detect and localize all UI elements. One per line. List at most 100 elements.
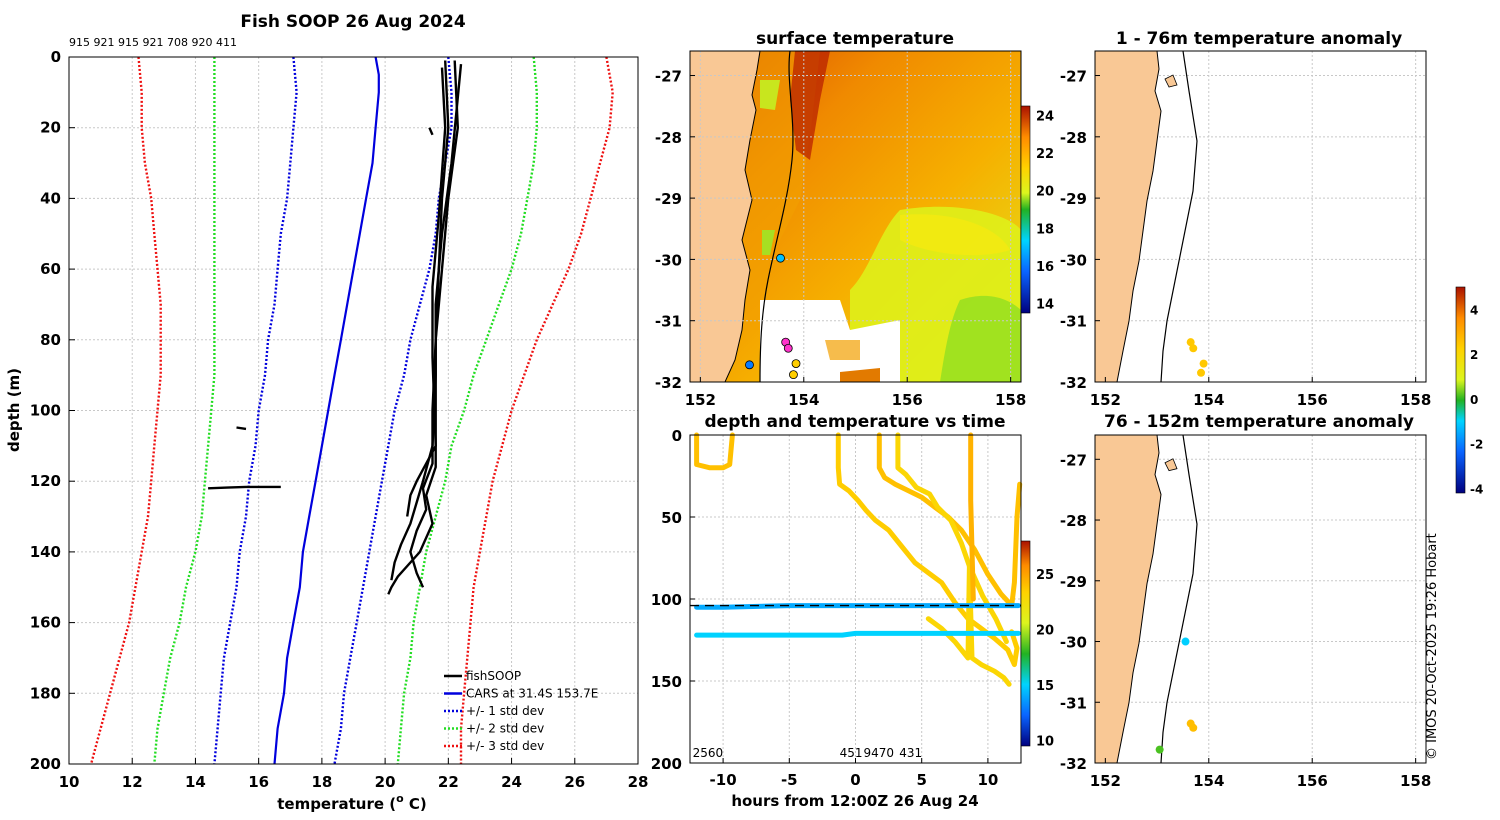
- profile-xlabel: temperature (o C): [277, 792, 427, 813]
- profile-ytick-label: 140: [30, 543, 61, 561]
- anom1-axes-frame: [1094, 50, 1427, 383]
- profile-series-fishsoop: [390, 63, 463, 581]
- time-xtick-label: 5: [916, 771, 926, 789]
- profile-series-cars-at-31-4s-153-7e: [273, 56, 380, 765]
- anomaly-colorbar-label: 0: [1470, 393, 1478, 407]
- legend-label: +/- 2 std dev: [466, 722, 544, 736]
- profile-xtick-label: 20: [375, 773, 396, 791]
- time-xlabel: hours from 12:00Z 26 Aug 24: [731, 792, 978, 810]
- profile-ytick-label: 0: [51, 48, 61, 66]
- profile-legend: fishSOOP CARS at 31.4S 153.7E +/- 1 std de…: [444, 669, 598, 753]
- profile-series--3-std-dev: [459, 56, 614, 764]
- anomaly-observation-point: [1186, 338, 1195, 347]
- profile-xtick-label: 18: [311, 773, 332, 791]
- anom1-ytick-label: -32: [1060, 374, 1087, 392]
- anomaly-map-island: [1164, 458, 1178, 472]
- sst-ytick-label: -28: [655, 129, 682, 147]
- anom2-xtick-label: 156: [1297, 772, 1328, 790]
- anomaly-map-island: [1164, 74, 1178, 88]
- profile-series--1-std-dev: [213, 56, 298, 765]
- profile-ytick-label: 180: [30, 684, 61, 702]
- anom2-xtick-label: 158: [1400, 772, 1431, 790]
- anomaly-map-land: [1094, 434, 1162, 764]
- profile-xtick-label: 10: [59, 773, 80, 791]
- sst-ytick-label: -31: [655, 313, 682, 331]
- anomaly-colorbar-label: 2: [1470, 348, 1478, 362]
- profile-ytick-label: 120: [30, 472, 61, 490]
- anom2-ytick-label: -27: [1060, 451, 1087, 469]
- profile-xtick-label: 26: [564, 773, 585, 791]
- sst-xtick-label: 158: [995, 391, 1026, 409]
- time-xtick-label: -10: [710, 771, 737, 789]
- anomaly-observation-point: [1199, 359, 1208, 368]
- anom2-ytick-label: -32: [1060, 755, 1087, 773]
- anomaly-observation-point: [1181, 637, 1190, 646]
- anom2-panel: 76 - 152m temperature anomaly 152 154 156 1…: [1060, 412, 1431, 790]
- profile-ytick-label: 160: [30, 614, 61, 632]
- profile-ytick-label: 60: [40, 260, 61, 278]
- sst-xtick-label: 156: [892, 391, 923, 409]
- sst-ytick-label: -29: [655, 190, 682, 208]
- profile-xtick-label: 12: [122, 773, 143, 791]
- sst-observation-point: [791, 359, 801, 369]
- profile-xtick-label: 28: [628, 773, 649, 791]
- profile-ytick-label: 20: [40, 119, 61, 137]
- profile-series--3-std-dev: [89, 56, 162, 765]
- profile-series-fishsoop: [406, 67, 447, 517]
- profile-series-fishsoop: [387, 60, 460, 595]
- time-track-track6: [968, 432, 976, 602]
- time-ytick-label: 150: [651, 673, 682, 691]
- profile-ytick-label: 40: [40, 189, 61, 207]
- profile-series--2-std-dev: [153, 57, 216, 765]
- anom1-title: 1 - 76m temperature anomaly: [1116, 29, 1402, 49]
- anom1-xtick-label: 158: [1400, 391, 1431, 409]
- time-bottom-label: 2560: [693, 746, 724, 760]
- sst-observation-point: [783, 343, 793, 353]
- sst-ytick-label: -32: [655, 374, 682, 392]
- profile-title: Fish SOOP 26 Aug 2024: [240, 12, 466, 32]
- sst-colorbar: [1020, 105, 1031, 314]
- time-colorbar-label: 10: [1036, 734, 1054, 749]
- sst-colorbar-label: 24: [1036, 109, 1054, 124]
- sst-panel: surface temperature: [655, 29, 1054, 409]
- anom2-ytick-label: -31: [1060, 694, 1087, 712]
- profile-series-fishsoop: [428, 127, 434, 136]
- anomaly-observation-point: [1189, 723, 1198, 732]
- time-colorbar-label: 25: [1036, 568, 1054, 583]
- anom2-ytick-label: -30: [1060, 634, 1087, 652]
- sst-observation-point: [745, 360, 754, 370]
- profile-ytick-label: 200: [30, 755, 61, 773]
- anomaly-colorbar-label: 4: [1470, 303, 1478, 317]
- time-bottom-label: 431: [899, 746, 922, 760]
- time-panel: depth and temperature vs time -10 -5 0 5 100…: [651, 412, 1054, 810]
- sst-colorbar-label: 16: [1036, 260, 1054, 275]
- profile-subtitle: 915 921 915 921 708 920 411: [69, 36, 237, 49]
- sst-ytick-label: -27: [655, 68, 682, 86]
- sst-ytick-label: -30: [655, 251, 682, 269]
- anom2-title: 76 - 152m temperature anomaly: [1104, 412, 1414, 432]
- anom2-xtick-label: 154: [1193, 772, 1224, 790]
- time-colorbar: [1020, 540, 1031, 747]
- anom1-xtick-label: 156: [1297, 391, 1328, 409]
- credit-text: © IMOS 20-Oct-2025 19:26 Hobart: [1425, 533, 1440, 760]
- time-xtick-label: 0: [850, 771, 860, 789]
- profile-xtick-label: 16: [248, 773, 269, 791]
- anom2-xtick-label: 152: [1090, 772, 1121, 790]
- anomaly-map-contour: [1160, 50, 1198, 383]
- profile-ytick-label: 80: [40, 331, 61, 349]
- anom1-ytick-label: -28: [1060, 129, 1087, 147]
- legend-label: +/- 3 std dev: [466, 739, 544, 753]
- sst-xtick-label: 154: [788, 391, 819, 409]
- profile-ylabel: depth (m): [5, 368, 23, 452]
- time-title: depth and temperature vs time: [705, 412, 1006, 432]
- time-ytick-label: 50: [661, 509, 682, 527]
- time-bottom-label: 9470: [863, 746, 894, 760]
- anom1-panel: 1 - 76m temperature anomaly 152 154 156 158…: [1060, 29, 1431, 409]
- anomaly-observation-point: [1197, 368, 1206, 377]
- time-colorbar-label: 20: [1036, 624, 1054, 639]
- sst-title: surface temperature: [756, 29, 954, 49]
- sst-colorbar-label: 22: [1036, 147, 1054, 162]
- anomaly-map-contour: [1160, 434, 1198, 764]
- sst-colorbar-label: 20: [1036, 185, 1054, 200]
